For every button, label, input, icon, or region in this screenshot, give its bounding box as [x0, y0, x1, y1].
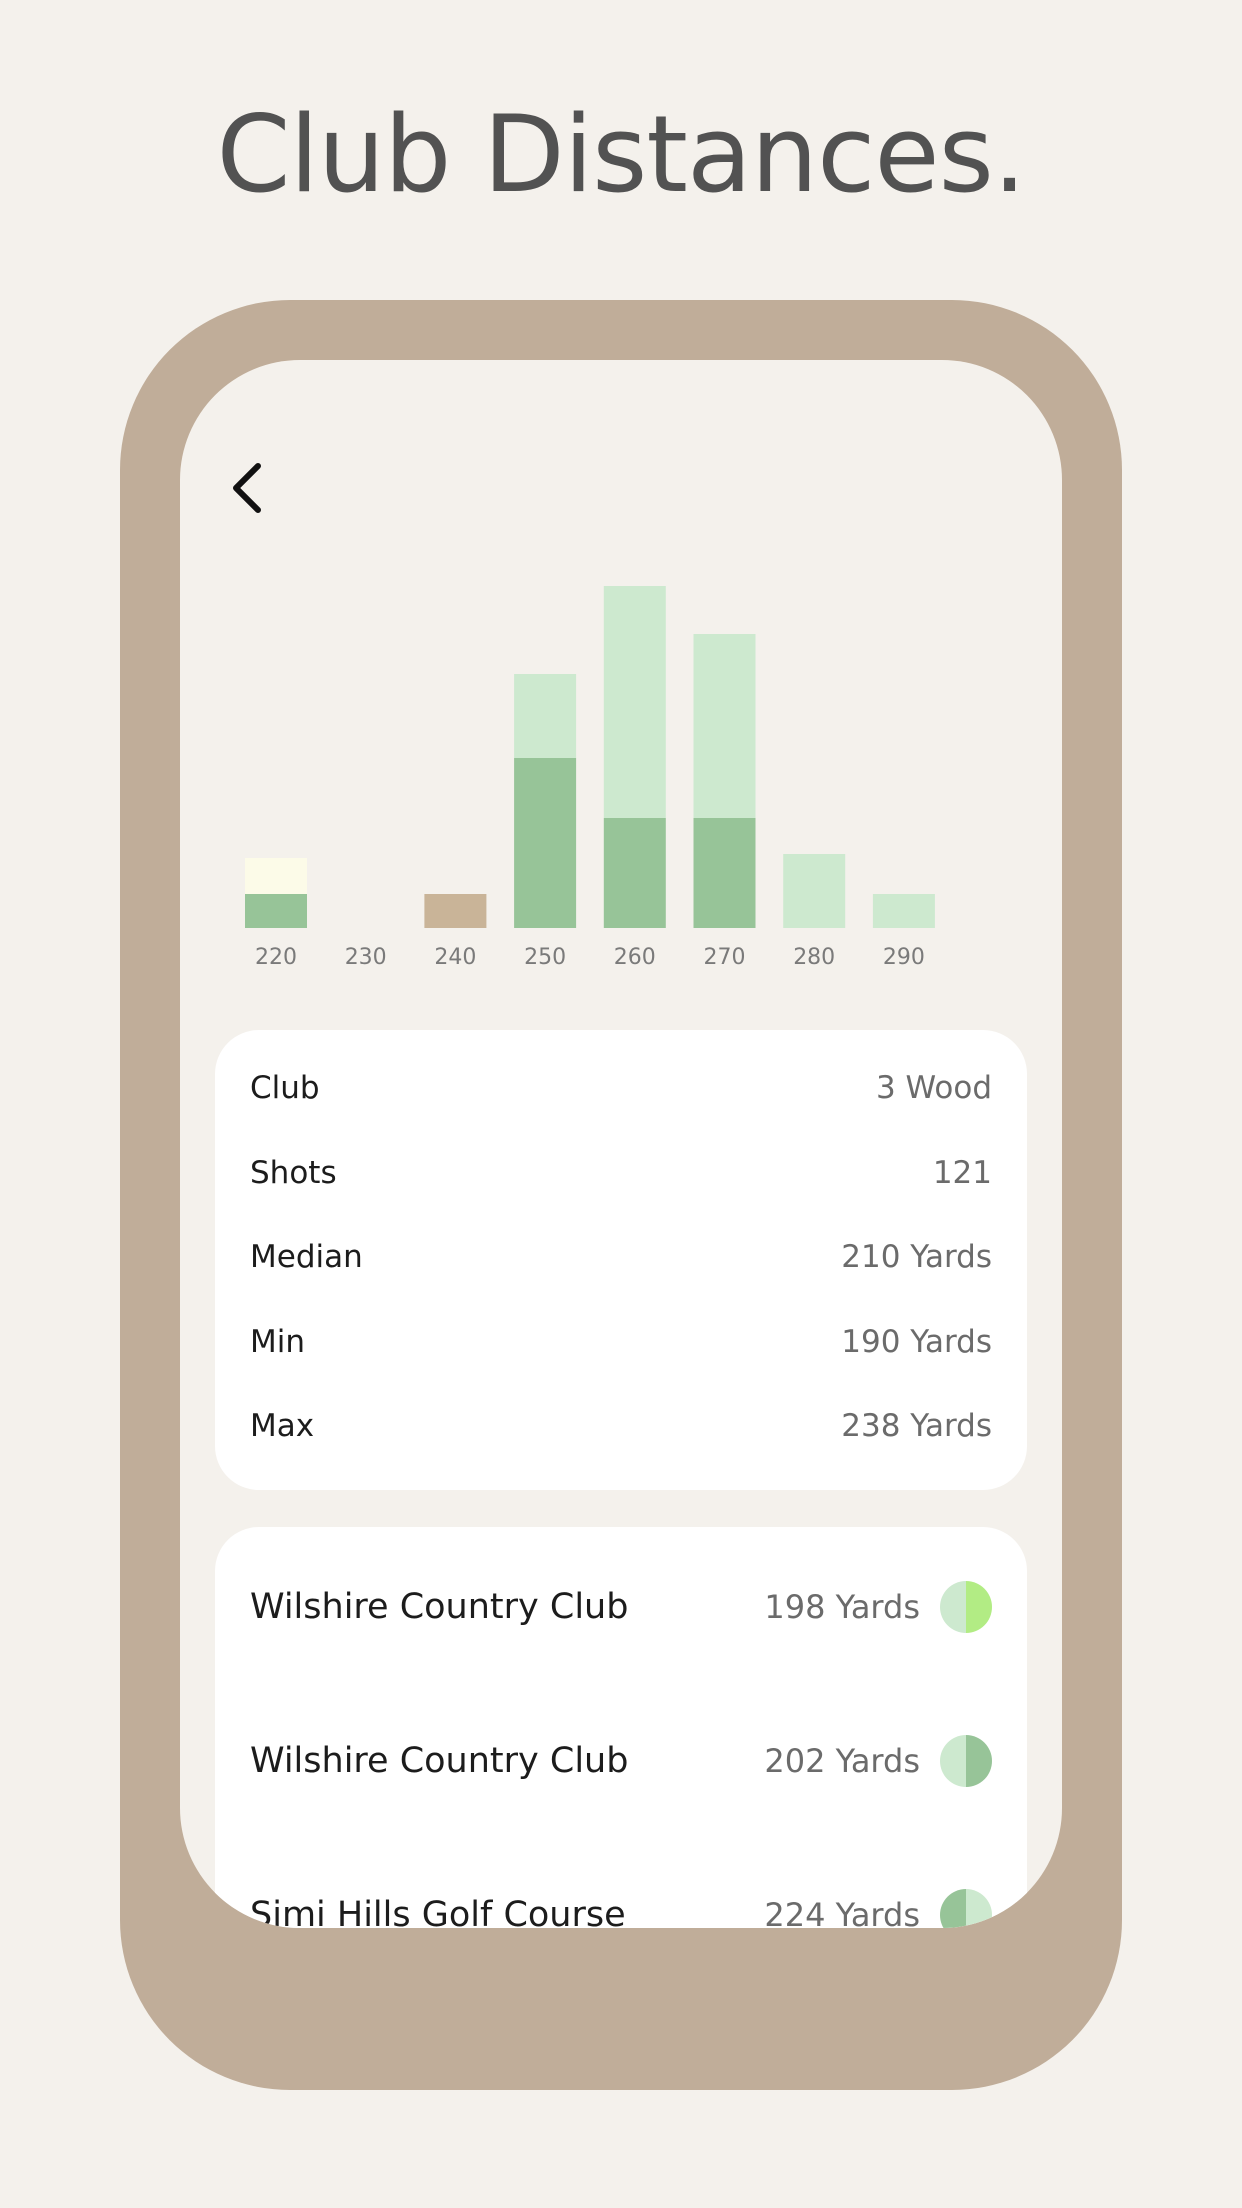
bar-290-upper — [872, 894, 935, 928]
stat-value: 238 Yards — [841, 1408, 992, 1445]
course-name: Simi Hills Golf Course — [250, 1895, 626, 1928]
distance-histogram: 220 230 240 250 260 270 280 290 — [245, 586, 935, 970]
rating-dot-icon — [940, 1581, 992, 1633]
shot-distance: 224 Yards — [764, 1896, 920, 1928]
tick-label-290: 290 — [883, 945, 925, 970]
course-name: Wilshire Country Club — [250, 1741, 629, 1781]
stat-label: Club — [250, 1070, 320, 1107]
tick-label-270: 270 — [704, 945, 746, 970]
rounds-list-card: Wilshire Country Club 198 Yards Wilshire… — [215, 1527, 1027, 1928]
stat-value: 210 Yards — [841, 1239, 992, 1276]
stat-row-min: Min 190 Yards — [250, 1300, 992, 1385]
bar-270-upper — [693, 634, 756, 818]
bar-280-upper — [783, 854, 846, 928]
rating-dot-icon — [940, 1889, 992, 1928]
shot-distance: 198 Yards — [764, 1588, 920, 1626]
course-name: Wilshire Country Club — [250, 1587, 629, 1627]
bar-250-lower — [514, 758, 577, 928]
bar-220-upper — [245, 858, 307, 894]
list-item[interactable]: Simi Hills Golf Course 224 Yards — [250, 1885, 992, 1928]
bar-240-lower — [424, 894, 487, 928]
stat-value: 190 Yards — [841, 1323, 992, 1360]
tick-label-280: 280 — [793, 945, 835, 970]
rating-dot-icon — [940, 1735, 992, 1787]
stat-label: Median — [250, 1239, 363, 1276]
tick-label-250: 250 — [524, 945, 566, 970]
bar-250-upper — [514, 674, 577, 758]
stat-row-max: Max 238 Yards — [250, 1384, 992, 1469]
list-item[interactable]: Wilshire Country Club 198 Yards — [250, 1577, 992, 1637]
phone-screen: 220 230 240 250 260 270 280 290 Club 3 Wood Sho… — [180, 360, 1062, 1928]
bar-270-lower — [693, 818, 756, 928]
back-button[interactable] — [220, 460, 276, 516]
stat-row-shots: Shots 121 — [250, 1131, 992, 1216]
bar-260-upper — [603, 586, 666, 818]
stat-value: 121 — [932, 1154, 992, 1191]
stat-label: Min — [250, 1323, 306, 1360]
tick-label-260: 260 — [614, 945, 656, 970]
shot-distance: 202 Yards — [764, 1742, 920, 1780]
chevron-left-icon — [233, 463, 261, 513]
tick-label-240: 240 — [434, 945, 476, 970]
bar-260-lower — [603, 818, 666, 928]
bar-220-lower — [245, 894, 307, 928]
tick-label-220: 220 — [255, 945, 297, 970]
stat-value: 3 Wood — [875, 1070, 992, 1107]
stat-label: Shots — [250, 1154, 337, 1191]
list-item[interactable]: Wilshire Country Club 202 Yards — [250, 1731, 992, 1791]
club-stats-card: Club 3 Wood Shots 121 Median 210 Yards M… — [215, 1030, 1027, 1490]
page-headline: Club Distances. — [216, 93, 1026, 216]
stat-label: Max — [250, 1408, 315, 1445]
stat-row-club: Club 3 Wood — [250, 1046, 992, 1131]
stat-row-median: Median 210 Yards — [250, 1215, 992, 1300]
tick-label-230: 230 — [345, 945, 387, 970]
